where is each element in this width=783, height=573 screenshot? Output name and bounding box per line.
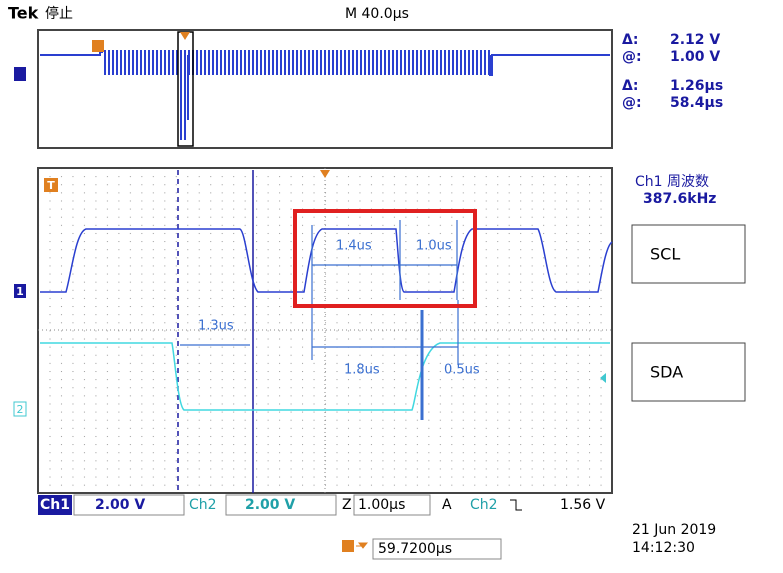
ch1-scale: 2.00 V: [95, 497, 145, 513]
brand: Tek: [8, 4, 39, 23]
arrow-icon: [356, 542, 369, 549]
date: 21 Jun 2019: [632, 522, 716, 538]
trigger-mode: A: [442, 497, 452, 513]
readout-value: 2.12 V: [670, 32, 720, 48]
trigger-level: [600, 373, 606, 383]
readout-value: 1.26µs: [670, 78, 723, 94]
overview-trace: [489, 54, 610, 76]
annotation: 1.8us: [344, 363, 380, 378]
zoom-scale: 1.00µs: [358, 497, 405, 513]
annotation: 0.5us: [444, 363, 480, 378]
signal-label: SDA: [650, 363, 683, 382]
ch2-marker: 2: [17, 403, 24, 416]
timebase: M 40.0µs: [345, 6, 409, 22]
measurement-title: Ch1 周波数: [635, 174, 709, 190]
overview-zoom-trace: [180, 55, 189, 140]
readout-label: @:: [622, 95, 642, 111]
annotation: 1.0us: [416, 239, 452, 254]
readout-value: 1.00 V: [670, 49, 720, 65]
readouts: Δ: 2.12 V @: 1.00 V Δ: 1.26µs @: 58.4µs: [622, 32, 723, 111]
ch1-badge: [38, 495, 72, 515]
field: [353, 494, 431, 516]
signal-label: SCL: [650, 245, 680, 264]
measurement-value: 387.6kHz: [643, 191, 716, 207]
measure-lines: [180, 220, 459, 420]
label-box: [631, 224, 746, 284]
highlight-box: [293, 209, 477, 308]
trigger-icon: [92, 40, 104, 52]
trigger-position: 59.7200µs: [378, 541, 452, 557]
ch2: Ch2: [189, 497, 217, 513]
trigger-label: T: [47, 179, 55, 192]
trigger-icon: [342, 540, 354, 552]
annotation: 1.4us: [336, 239, 372, 254]
field: [225, 494, 337, 516]
readout-label: Δ:: [622, 32, 638, 48]
zoom: Z: [342, 497, 352, 513]
overview-burst: [103, 50, 490, 75]
trigger-icon: [44, 178, 58, 192]
trigger-marker: [180, 32, 190, 40]
label-box: [631, 342, 746, 402]
trigger-source: Ch2: [470, 497, 498, 513]
trigger-position: [320, 170, 330, 178]
annotation: 1.3us: [198, 319, 234, 334]
edge-icon: [510, 499, 522, 511]
readout-value: 58.4µs: [670, 95, 723, 111]
trigger-level: 1.56 V: [560, 497, 606, 513]
ch2-marker-bg: [13, 401, 27, 417]
field: [372, 538, 502, 560]
ch2-scale: 2.00 V: [245, 497, 295, 513]
time: 14:12:30: [632, 540, 695, 556]
ch1: Ch1: [40, 497, 70, 513]
readout-label: Δ:: [622, 78, 638, 94]
ch1-marker: [14, 67, 26, 81]
field: [73, 494, 185, 516]
sda-trace: [40, 342, 610, 411]
readout-label: @:: [622, 49, 642, 65]
ch1-marker-bg: [14, 284, 26, 298]
status: 停止: [45, 5, 73, 22]
overview-frame: [37, 29, 613, 149]
scl-trace: [40, 228, 613, 293]
ch1-marker: 1: [16, 285, 24, 298]
